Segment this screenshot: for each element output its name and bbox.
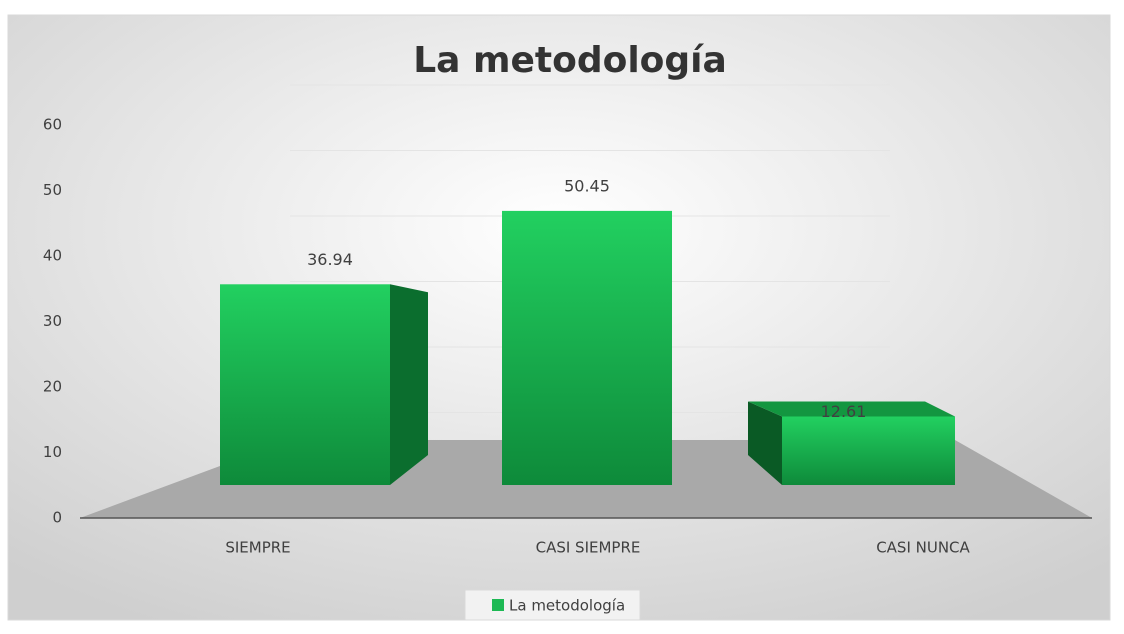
data-label: 36.94	[307, 250, 353, 269]
y-tick-label: 20	[43, 378, 62, 396]
y-tick-label: 30	[43, 312, 62, 330]
y-tick-label: 50	[43, 181, 62, 199]
y-tick-label: 40	[43, 247, 62, 265]
y-tick-label: 0	[52, 509, 62, 527]
bar	[502, 210, 672, 485]
x-tick-label: CASI NUNCA	[876, 539, 970, 557]
bar	[220, 284, 390, 485]
x-tick-label: CASI SIEMPRE	[536, 539, 641, 557]
chart-title: La metodología	[413, 40, 727, 81]
bar	[782, 416, 955, 485]
bar-side	[748, 401, 782, 485]
legend-swatch	[492, 599, 504, 611]
x-tick-label: SIEMPRE	[225, 539, 290, 557]
data-label: 12.61	[821, 402, 867, 421]
bar-side	[390, 284, 428, 485]
y-tick-label: 60	[43, 116, 62, 134]
legend-label: La metodología	[509, 597, 625, 615]
data-label: 50.45	[564, 176, 610, 195]
y-tick-label: 10	[43, 443, 62, 461]
bar-top	[748, 401, 955, 417]
